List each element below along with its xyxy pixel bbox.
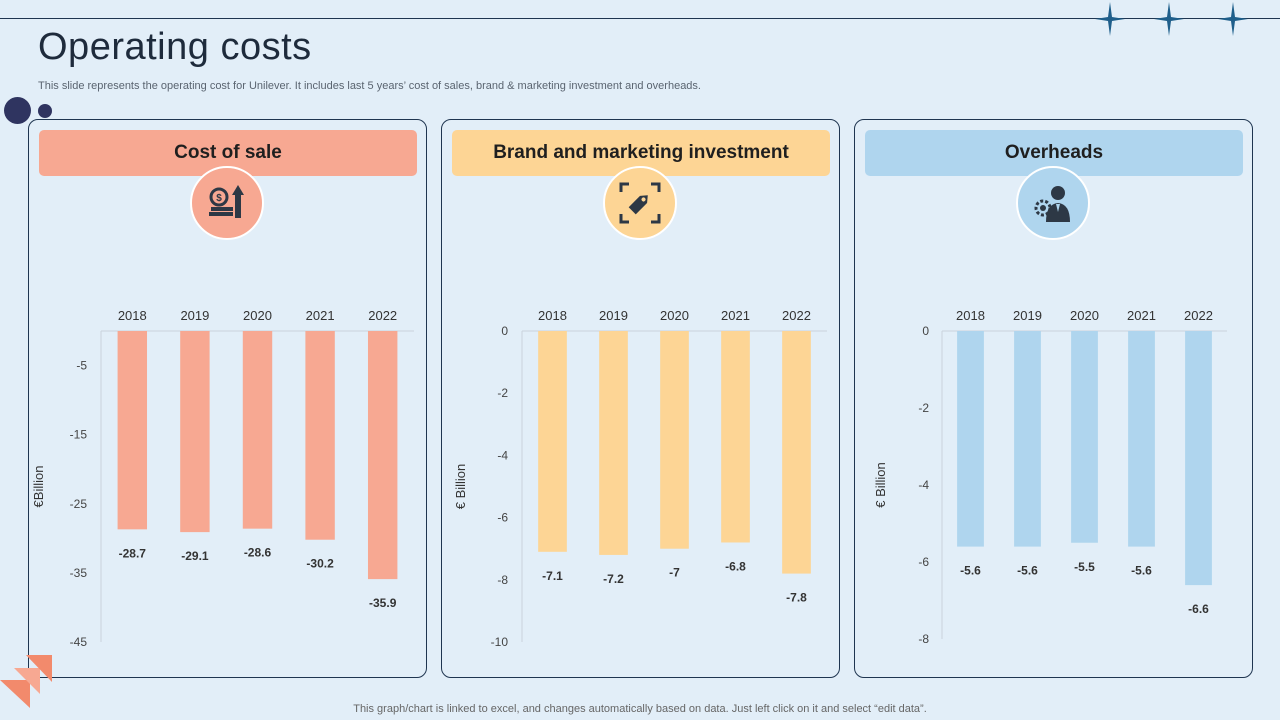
y-tick-label: -5 <box>76 359 87 373</box>
bar <box>1014 331 1041 547</box>
chart-cost-of-sale: -5 -15 -25 -35 -45 €Billion 2018 -28.7 2019 -29.1… <box>31 308 414 649</box>
page-title: Operating costs <box>38 26 312 68</box>
y-tick-label: -8 <box>497 573 508 587</box>
data-label: -28.7 <box>119 546 147 560</box>
data-label: -35.9 <box>369 596 397 610</box>
y-tick-label: -45 <box>70 635 88 649</box>
bar <box>1071 331 1098 543</box>
y-tick-label: -6 <box>497 511 508 525</box>
y-tick-label: -8 <box>918 632 929 646</box>
panel-overheads: Overheads 0 -2 -4 -6 -8 € Billion 2018 -5.6 2019… <box>854 119 1253 678</box>
page-subtitle: This slide represents the operating cost… <box>38 80 701 92</box>
data-label: -5.6 <box>960 564 981 578</box>
x-tick-label: 2021 <box>1127 308 1156 323</box>
bar <box>305 331 335 540</box>
panel-title-brand-marketing: Brand and marketing investment <box>493 142 789 163</box>
panel-title-cost-of-sale: Cost of sale <box>174 142 282 163</box>
price-tag-expand-icon <box>603 166 677 240</box>
top-divider-line <box>0 18 1280 19</box>
bar <box>367 331 398 580</box>
bar <box>538 331 567 552</box>
y-tick-label: -2 <box>497 386 508 400</box>
y-tick-label: -25 <box>70 497 88 511</box>
y-axis-label: € Billion <box>453 464 468 510</box>
data-label: -7.1 <box>542 569 563 583</box>
y-axis-label: € Billion <box>873 462 888 508</box>
decorative-dot-small <box>38 104 52 118</box>
bar <box>117 331 148 530</box>
y-tick-label: 0 <box>922 324 929 338</box>
y-tick-label: -2 <box>918 401 929 415</box>
panel-cost-of-sale: Cost of sale $ -5 -15 -25 -35 -45 €Billion 201… <box>28 119 427 678</box>
data-label: -5.6 <box>1017 564 1038 578</box>
panel-brand-marketing: Brand and marketing investment 0 -2 -4 -6 -8… <box>441 119 840 678</box>
bar <box>721 331 750 543</box>
data-label: -7 <box>669 566 680 580</box>
star-decoration-icon <box>1095 2 1125 36</box>
x-tick-label: 2020 <box>243 308 272 323</box>
bar <box>1185 331 1212 586</box>
x-tick-label: 2018 <box>538 308 567 323</box>
x-tick-label: 2018 <box>118 308 147 323</box>
bar <box>782 331 811 574</box>
data-label: -6.8 <box>725 559 746 573</box>
data-label: -5.5 <box>1074 560 1095 574</box>
footer-note: This graph/chart is linked to excel, and… <box>353 703 927 715</box>
money-growth-icon: $ <box>190 166 264 240</box>
corner-triangles-decoration <box>0 655 52 708</box>
y-axis-label: €Billion <box>31 466 46 508</box>
svg-text:$: $ <box>216 193 222 204</box>
y-tick-label: -4 <box>918 478 929 492</box>
bar <box>957 331 984 547</box>
data-label: -7.8 <box>786 591 807 605</box>
y-tick-label: 0 <box>501 324 508 338</box>
chart-overheads: 0 -2 -4 -6 -8 € Billion 2018 -5.6 2019 -5.6 2020 -5… <box>873 308 1227 646</box>
x-tick-label: 2022 <box>1184 308 1213 323</box>
bar <box>180 331 210 533</box>
bar <box>660 331 689 549</box>
y-tick-label: -35 <box>70 566 88 580</box>
x-tick-label: 2019 <box>1013 308 1042 323</box>
x-tick-label: 2021 <box>306 308 335 323</box>
x-tick-label: 2019 <box>599 308 628 323</box>
panel-title-overheads: Overheads <box>1004 142 1104 163</box>
panel-header-overheads: Overheads <box>865 130 1243 176</box>
star-decoration-icon <box>1154 2 1184 36</box>
data-label: -7.2 <box>603 572 624 586</box>
x-tick-label: 2021 <box>721 308 750 323</box>
x-tick-label: 2022 <box>782 308 811 323</box>
y-tick-label: -6 <box>918 555 929 569</box>
x-tick-label: 2022 <box>368 308 397 323</box>
x-tick-label: 2019 <box>180 308 209 323</box>
bar <box>599 331 628 555</box>
businessman-gear-icon <box>1016 166 1090 240</box>
data-label: -6.6 <box>1188 602 1209 616</box>
x-tick-label: 2020 <box>1070 308 1099 323</box>
x-tick-label: 2018 <box>956 308 985 323</box>
star-decoration-icon <box>1218 2 1248 36</box>
chart-brand-marketing: 0 -2 -4 -6 -8 -10 € Billion 2018 -7.1 2019 -7.2 202… <box>453 308 827 649</box>
decorative-dot-large <box>4 97 31 124</box>
data-label: -29.1 <box>181 549 209 563</box>
data-label: -28.6 <box>244 546 272 560</box>
y-tick-label: -4 <box>497 448 508 462</box>
data-label: -5.6 <box>1131 564 1152 578</box>
y-tick-label: -15 <box>70 428 88 442</box>
y-tick-label: -10 <box>491 635 509 649</box>
bar <box>1128 331 1155 547</box>
bar <box>242 331 273 529</box>
x-tick-label: 2020 <box>660 308 689 323</box>
data-label: -30.2 <box>306 557 334 571</box>
